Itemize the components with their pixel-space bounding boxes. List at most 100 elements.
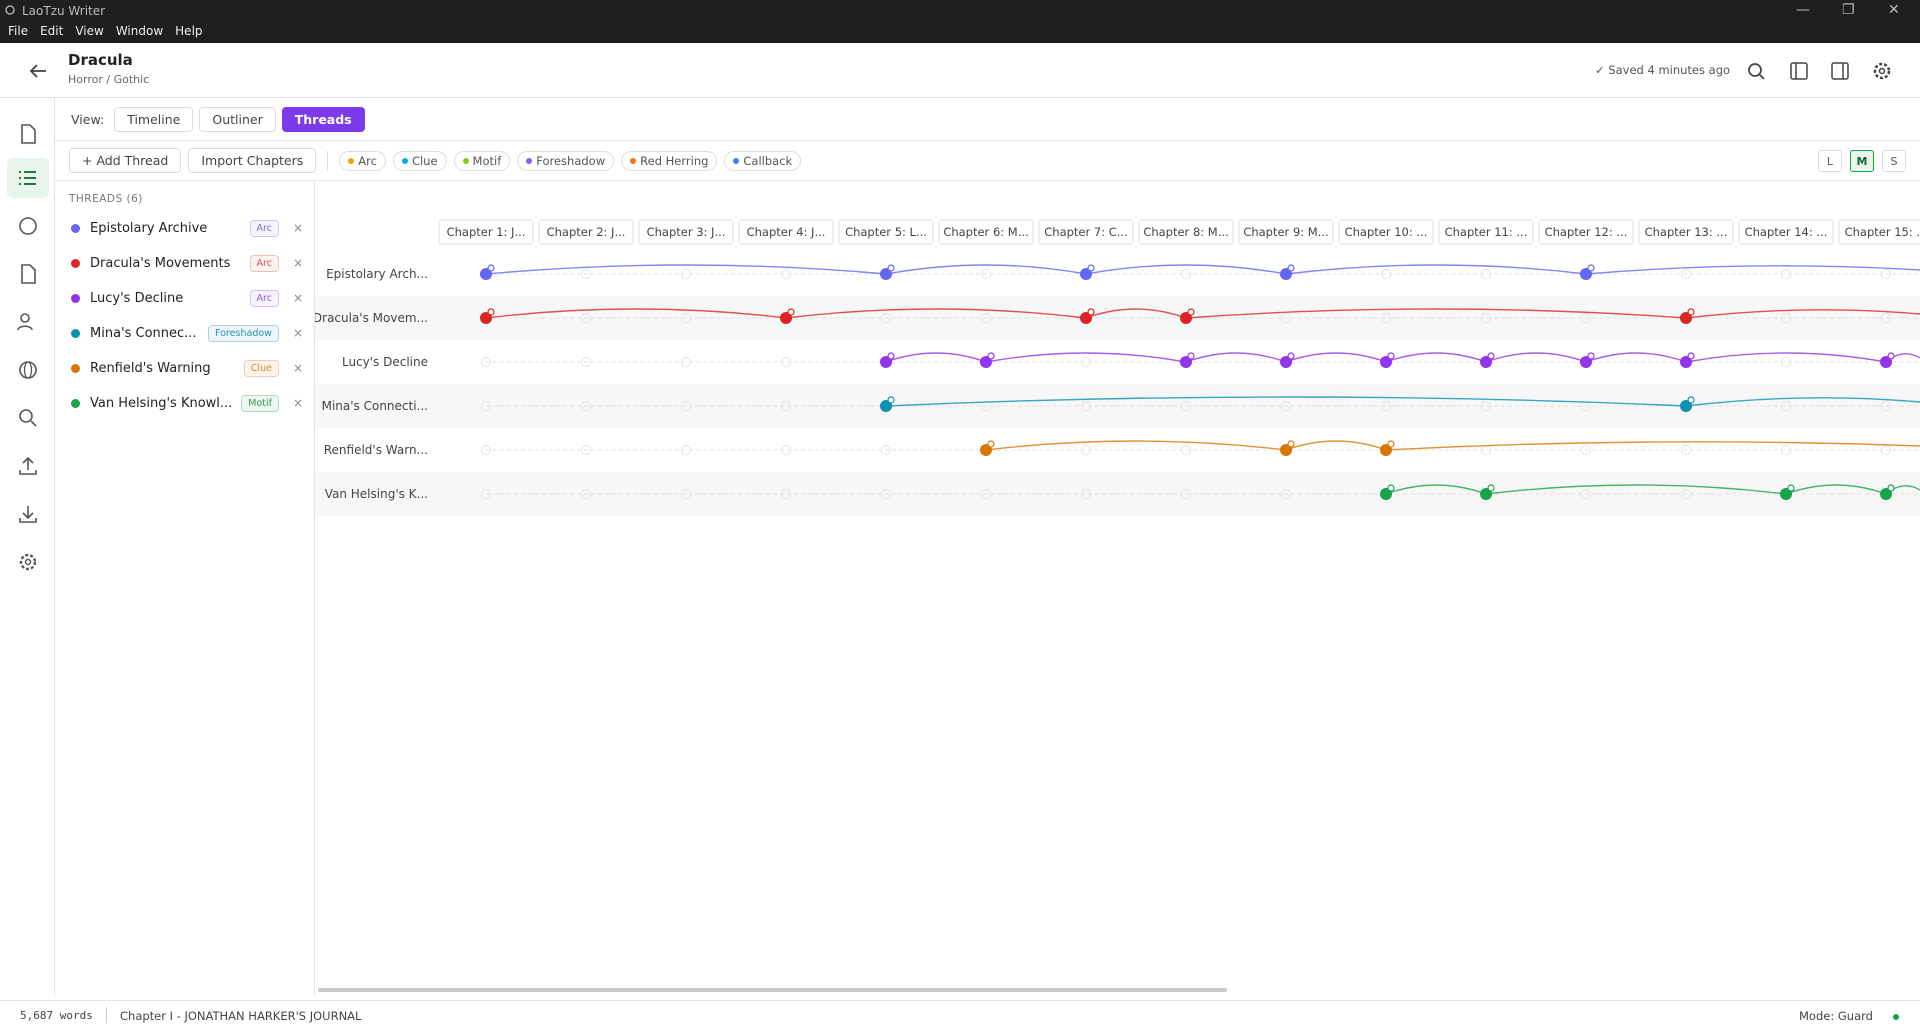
legend-chip[interactable]: Foreshadow <box>517 150 615 171</box>
view-tab[interactable]: Timeline <box>114 106 194 132</box>
menu-item[interactable]: Window <box>115 24 164 38</box>
right-panel-icon[interactable] <box>1831 62 1849 80</box>
thread-node[interactable] <box>1380 444 1392 456</box>
chapter-header[interactable] <box>938 219 1034 245</box>
chapter-header[interactable] <box>1638 219 1734 245</box>
thread-node[interactable] <box>1280 356 1292 368</box>
thread-node[interactable] <box>1280 444 1292 456</box>
maximize[interactable]: ❐ <box>1842 2 1855 18</box>
chapter-header[interactable] <box>738 219 834 245</box>
thread-node[interactable] <box>480 268 492 280</box>
remove-thread[interactable]: × <box>292 361 303 375</box>
chapter-header[interactable] <box>1538 219 1634 245</box>
people-icon[interactable] <box>14 308 42 336</box>
thread-node[interactable] <box>880 268 892 280</box>
chapter-header[interactable] <box>1238 219 1334 245</box>
upload-icon[interactable] <box>14 452 42 480</box>
thread-node[interactable] <box>1580 356 1592 368</box>
thread-connector <box>985 440 1920 451</box>
legend-chip[interactable]: Arc <box>339 150 386 171</box>
toolbar-button[interactable]: + Add Thread <box>69 148 182 173</box>
node-handle <box>1387 440 1395 448</box>
view-tab[interactable]: Threads <box>281 106 365 132</box>
thread-node[interactable] <box>1480 356 1492 368</box>
thread-node[interactable] <box>1580 268 1592 280</box>
thread-node[interactable] <box>1780 488 1792 500</box>
size-button[interactable]: L <box>1818 150 1842 172</box>
list-icon[interactable] <box>14 164 42 192</box>
remove-thread[interactable]: × <box>292 396 303 410</box>
thread-node[interactable] <box>1180 312 1192 324</box>
size-button[interactable]: M <box>1850 150 1874 172</box>
remove-thread[interactable]: × <box>292 291 303 305</box>
toolbar-button[interactable]: Import Chapters <box>188 148 317 173</box>
thread-item[interactable]: Epistolary Archive Arc × <box>71 215 303 241</box>
menu-item[interactable]: Edit <box>40 24 64 38</box>
back-button[interactable] <box>28 62 48 80</box>
node-handle <box>1787 484 1795 492</box>
empty-slot <box>881 489 891 499</box>
menu-item[interactable]: Help <box>175 24 203 38</box>
chapter-header[interactable] <box>838 219 934 245</box>
tab-label: Outliner <box>212 111 263 127</box>
size-button[interactable]: S <box>1882 150 1906 172</box>
thread-node[interactable] <box>780 312 792 324</box>
chapter-header[interactable] <box>1838 219 1920 245</box>
remove-thread[interactable]: × <box>292 221 303 235</box>
chapter-header[interactable] <box>1738 219 1834 245</box>
thread-node[interactable] <box>980 356 992 368</box>
remove-thread[interactable]: × <box>292 326 303 340</box>
chapter-header[interactable] <box>438 219 534 245</box>
chapter-header[interactable] <box>538 219 634 245</box>
thread-node[interactable] <box>480 312 492 324</box>
thread-item[interactable]: Renfield's Warning Clue × <box>71 355 303 381</box>
file-icon[interactable] <box>14 260 42 288</box>
thread-node[interactable] <box>1280 268 1292 280</box>
chapter-label: Chapter 14: ... <box>1745 225 1828 239</box>
settings-icon[interactable] <box>1873 62 1891 80</box>
compass-icon[interactable] <box>14 212 42 240</box>
thread-node[interactable] <box>980 444 992 456</box>
chapter-header[interactable] <box>1038 219 1134 245</box>
thread-node[interactable] <box>1380 488 1392 500</box>
thread-node[interactable] <box>1380 356 1392 368</box>
thread-node[interactable] <box>1880 488 1892 500</box>
scrollbar[interactable] <box>318 988 1227 992</box>
thread-node[interactable] <box>1180 356 1192 368</box>
chapter-header[interactable] <box>1438 219 1534 245</box>
remove-thread[interactable]: × <box>292 256 303 270</box>
thread-node[interactable] <box>1680 400 1692 412</box>
thread-node[interactable] <box>1680 312 1692 324</box>
left-panel-icon[interactable] <box>1790 62 1808 80</box>
thread-node[interactable] <box>880 400 892 412</box>
search-rail-icon[interactable] <box>14 404 42 432</box>
thread-node[interactable] <box>1680 356 1692 368</box>
thread-item[interactable]: Van Helsing's Knowl... Motif × <box>71 390 303 416</box>
thread-item[interactable]: Mina's Connec... Foreshadow × <box>71 320 303 346</box>
legend-chip[interactable]: Clue <box>392 150 447 171</box>
chapter-header[interactable] <box>1338 219 1434 245</box>
thread-item[interactable]: Dracula's Movements Arc × <box>71 250 303 276</box>
search-icon[interactable] <box>1748 63 1765 80</box>
menu-item[interactable]: File <box>8 24 29 38</box>
thread-node[interactable] <box>1480 488 1492 500</box>
menu-item[interactable]: View <box>75 24 104 38</box>
thread-node[interactable] <box>1080 268 1092 280</box>
legend-chip[interactable]: Red Herring <box>621 150 718 171</box>
settings-rail-icon[interactable] <box>14 548 42 576</box>
thread-node[interactable] <box>1880 356 1892 368</box>
view-tab[interactable]: Outliner <box>199 106 276 132</box>
close[interactable]: ✕ <box>1888 2 1900 18</box>
doc-icon[interactable] <box>14 120 42 148</box>
thread-node[interactable] <box>880 356 892 368</box>
chapter-header[interactable] <box>638 219 734 245</box>
minimize[interactable]: — <box>1796 2 1810 18</box>
chapter-header[interactable] <box>1138 219 1234 245</box>
thread-item[interactable]: Lucy's Decline Arc × <box>71 285 303 311</box>
empty-slot <box>581 401 591 411</box>
legend-chip[interactable]: Callback <box>724 150 802 171</box>
legend-chip[interactable]: Motif <box>453 150 511 171</box>
download-icon[interactable] <box>14 500 42 528</box>
thread-node[interactable] <box>1080 312 1092 324</box>
globe-icon[interactable] <box>14 356 42 384</box>
